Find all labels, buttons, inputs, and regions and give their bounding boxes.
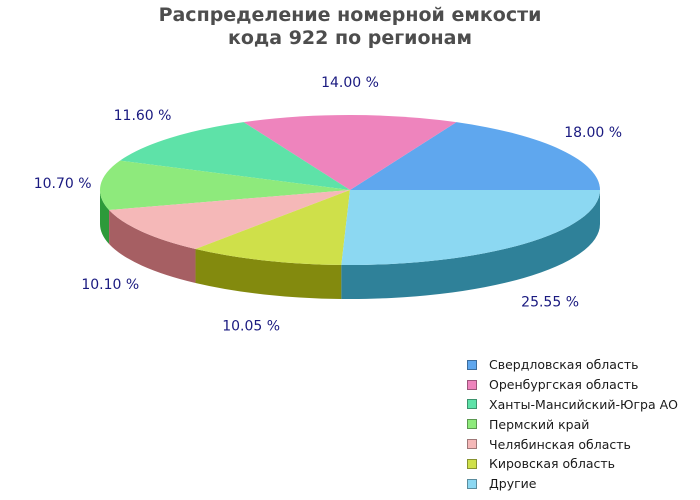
- legend-label: Свердловская область: [489, 357, 639, 373]
- legend-item: Ханты-Мансийский-Югра АО: [467, 395, 678, 415]
- legend-label: Пермский край: [489, 416, 590, 432]
- legend-label: Челябинская область: [489, 436, 631, 452]
- legend-swatch: [467, 439, 477, 450]
- chart-title-line-1: Распределение номерной емкости: [158, 4, 542, 26]
- legend-swatch: [467, 478, 477, 489]
- pie-slice: [350, 122, 600, 190]
- legend-swatch: [467, 458, 477, 469]
- legend-item: Челябинская область: [467, 434, 678, 454]
- pie-data-label: 14.00 %: [321, 75, 379, 91]
- pie-slice: [109, 190, 350, 249]
- pie-data-label: 11.60 %: [114, 108, 172, 124]
- chart-title-line-2: кода 922 по регионам: [227, 27, 473, 49]
- legend-item: Другие: [467, 474, 678, 494]
- legend-swatch: [467, 399, 477, 410]
- pie-slice-side: [341, 190, 600, 300]
- pie-slice: [243, 115, 457, 190]
- legend-label: Кировская область: [489, 456, 616, 472]
- legend-label: Другие: [489, 476, 537, 492]
- legend-item: Пермский край: [467, 414, 678, 434]
- chart-title: Распределение номерной емкости кода 922 …: [0, 4, 700, 50]
- legend-item: Свердловская область: [467, 355, 678, 375]
- pie-slice: [100, 160, 351, 211]
- pie-labels: 18.00 % 14.00 % 11.60 % 10.70 % 10.10 % 10.05…: [34, 75, 622, 334]
- legend-swatch: [467, 359, 477, 370]
- legend-swatch: [467, 379, 477, 390]
- pie-sides: [100, 190, 600, 300]
- pie-tops: [100, 115, 600, 266]
- pie-data-label: 10.70 %: [34, 176, 92, 192]
- pie-slice-side: [100, 190, 110, 245]
- chart-legend: Свердловская область Оренбургская област…: [467, 355, 678, 494]
- pie-slice: [341, 190, 600, 266]
- pie-data-label: 25.55 %: [521, 295, 579, 311]
- legend-item: Оренбургская область: [467, 375, 678, 395]
- pie-data-label: 10.05 %: [222, 318, 280, 334]
- legend-label: Ханты-Мансийский-Югра АО: [489, 396, 678, 412]
- pie-slice: [119, 122, 350, 190]
- legend-label: Оренбургская область: [489, 377, 639, 393]
- pie-data-label: 18.00 %: [564, 125, 622, 141]
- pie-slice-side: [195, 248, 342, 299]
- legend-swatch: [467, 419, 477, 430]
- pie-slice-side: [109, 210, 196, 283]
- pie-slice: [195, 190, 350, 265]
- legend-item: Кировская область: [467, 454, 678, 474]
- pie-data-label: 10.10 %: [81, 277, 139, 293]
